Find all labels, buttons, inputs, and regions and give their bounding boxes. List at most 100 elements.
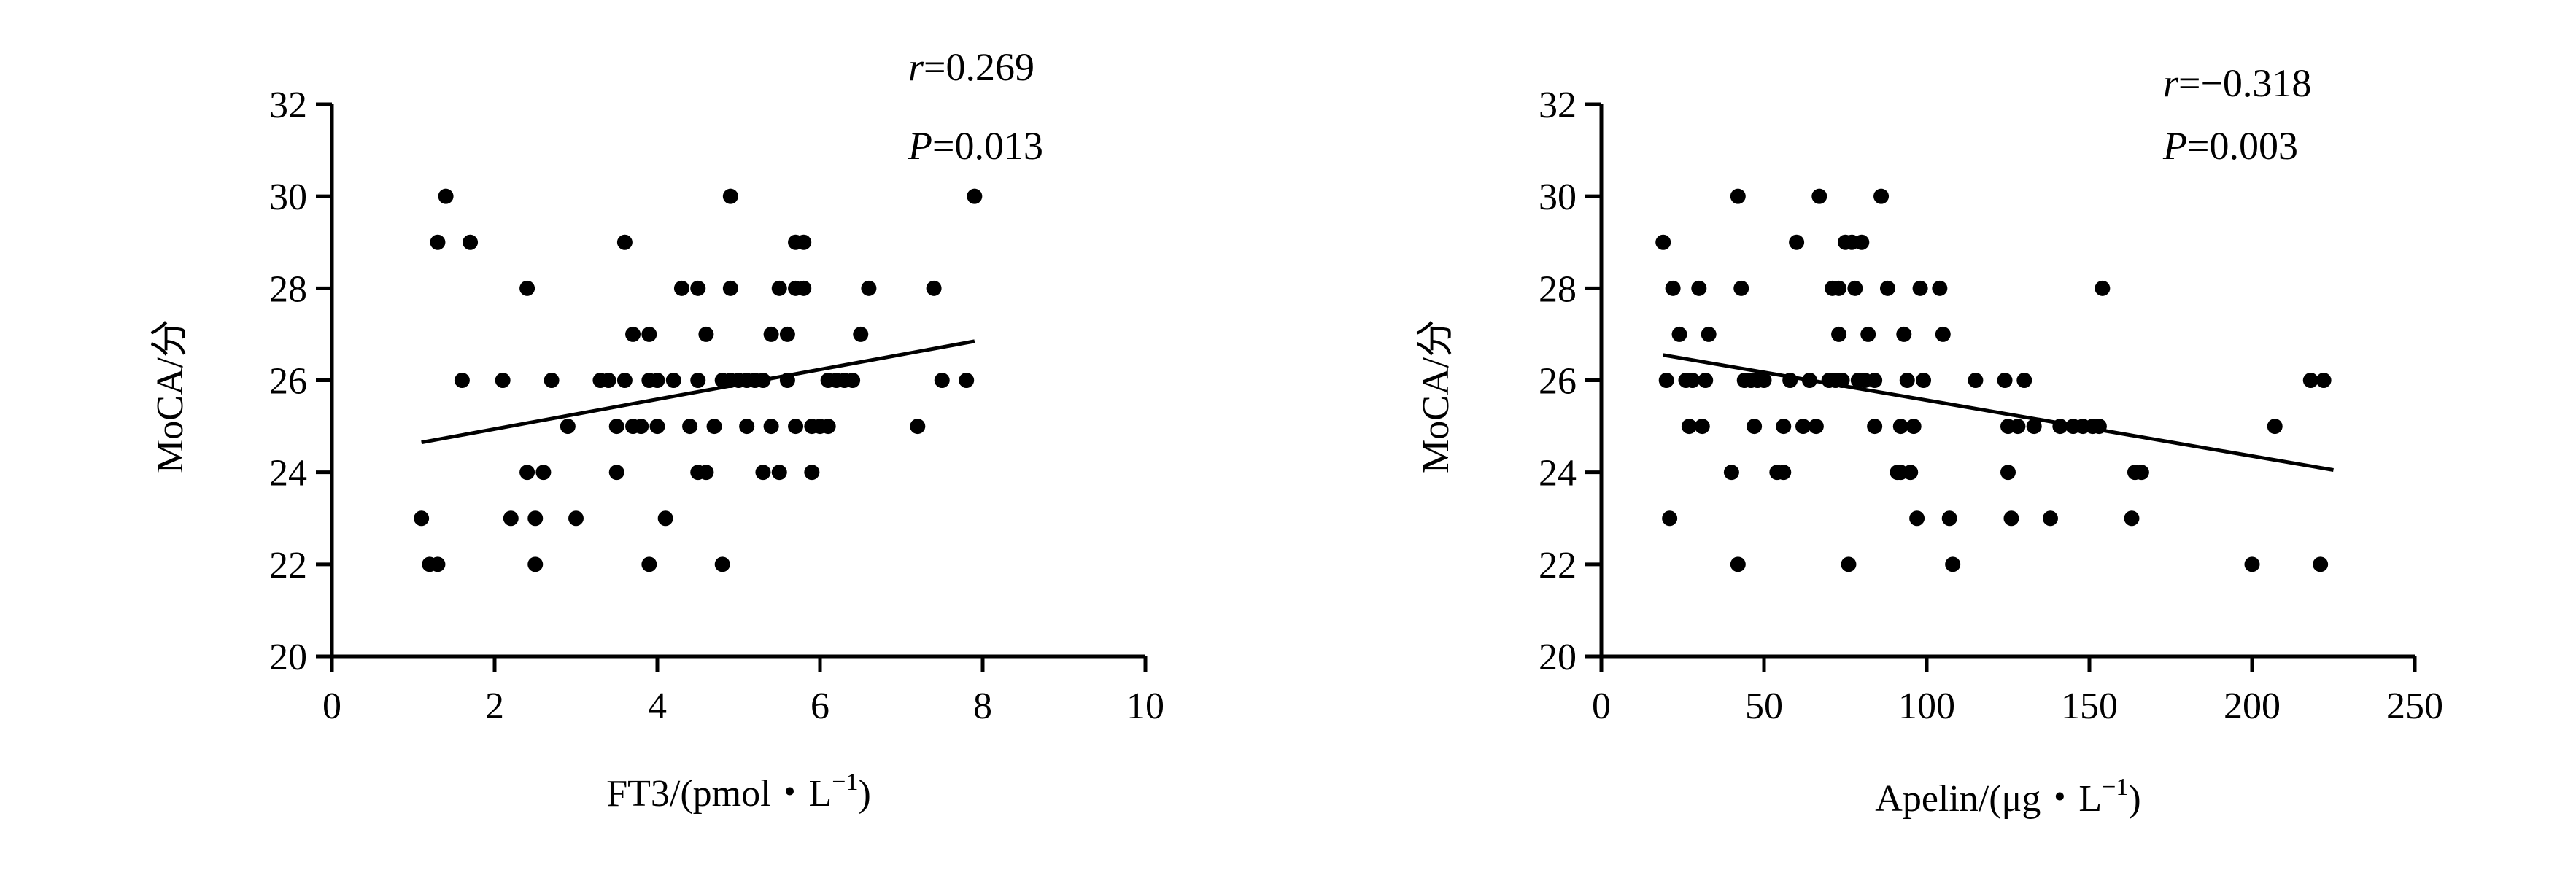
- y-tick-label: 28: [269, 268, 307, 310]
- scatter-point: [698, 326, 714, 342]
- scatter-point: [1658, 373, 1674, 388]
- p-annotation: P=0.013: [908, 124, 1043, 168]
- scatter-point: [706, 419, 722, 435]
- x-tick-label: 0: [322, 685, 341, 727]
- x-tick-label: 10: [1126, 685, 1164, 727]
- trend-line: [1663, 353, 2334, 472]
- x-tick-label: 250: [2386, 685, 2443, 727]
- scatter-point: [1694, 419, 1710, 435]
- scatter-point: [665, 373, 681, 388]
- p-annotation: P=0.003: [2162, 124, 2298, 168]
- y-tick-label: 20: [1539, 637, 1577, 678]
- scatter-point: [1730, 556, 1746, 572]
- scatter-point: [853, 326, 869, 342]
- scatter-point: [535, 465, 552, 481]
- scatter-point: [568, 510, 584, 527]
- scatter-point: [625, 326, 641, 342]
- scatter-point: [682, 419, 698, 435]
- scatter-point: [967, 188, 983, 204]
- scatter-point: [714, 556, 730, 572]
- scatter-point: [527, 556, 544, 572]
- scatter-point: [527, 510, 544, 527]
- y-tick-label: 24: [1539, 453, 1577, 494]
- scatter-point: [1968, 373, 1984, 388]
- y-tick-label: 26: [1539, 361, 1577, 403]
- y-tick-label: 24: [269, 453, 307, 494]
- trend-line: [421, 339, 975, 445]
- scatter-point: [1681, 419, 1697, 435]
- scatter-point: [1941, 510, 1957, 527]
- x-tick-label: 0: [1592, 685, 1611, 727]
- y-tick-label: 32: [269, 85, 307, 126]
- scatter-point: [503, 510, 519, 527]
- scatter-point: [1896, 326, 1912, 342]
- scatter-point: [1867, 419, 1883, 435]
- scatter-point: [2003, 510, 2019, 527]
- scatter-point: [1909, 510, 1925, 527]
- scatter-point: [1662, 510, 1678, 527]
- scatter-point: [763, 419, 779, 435]
- scatter-point: [649, 419, 665, 435]
- scatter-point: [1841, 556, 1857, 572]
- scatter-point: [1873, 188, 1890, 204]
- scatter-point: [1831, 280, 1847, 296]
- scatter-point: [1665, 280, 1681, 296]
- scatter-point: [1899, 373, 1915, 388]
- y-axis-label: MoCA/分: [1415, 319, 1457, 473]
- scatter-point: [1912, 280, 1928, 296]
- scatter-point: [1831, 326, 1847, 342]
- scatter-point: [495, 373, 511, 388]
- scatter-point: [2244, 556, 2260, 572]
- scatter-point: [1698, 373, 1714, 388]
- x-tick-label: 4: [648, 685, 667, 727]
- scatter-chart-apelin: 20 22 24 26 28 30 32 0 50 100 150 200 250 Apelin/(μg・…: [1415, 61, 2443, 820]
- scatter-point: [1808, 419, 1824, 435]
- x-axis-label: FT3/(pmol・L−1): [606, 769, 871, 815]
- scatter-point: [2267, 419, 2283, 435]
- scatter-point: [2042, 510, 2058, 527]
- scatter-point: [755, 465, 771, 481]
- scatter-point: [2095, 280, 2111, 296]
- scatter-point: [926, 280, 942, 296]
- scatter-point: [1733, 280, 1749, 296]
- scatter-point: [690, 373, 706, 388]
- scatter-point: [934, 373, 950, 388]
- scatter-point: [1932, 280, 1948, 296]
- scatter-point: [616, 373, 633, 388]
- scatter-point: [1747, 419, 1763, 435]
- scatter-point: [1847, 280, 1863, 296]
- scatter-point: [698, 465, 714, 481]
- scatter-point: [2016, 373, 2032, 388]
- scatter-point: [779, 326, 795, 342]
- scatter-point: [1776, 419, 1792, 435]
- scatter-point: [1655, 234, 1671, 250]
- scatter-point: [430, 556, 446, 572]
- scatter-point: [560, 419, 576, 435]
- scatter-point: [2316, 373, 2332, 388]
- scatter-point: [1782, 373, 1798, 388]
- scatter-point: [430, 234, 446, 250]
- scatter-point: [2010, 419, 2026, 435]
- scatter-point: [657, 510, 673, 527]
- scatter-point: [438, 188, 454, 204]
- scatter-point: [722, 188, 738, 204]
- scatter-point: [1997, 373, 2013, 388]
- scatter-point: [1860, 326, 1876, 342]
- scatter-point: [673, 280, 689, 296]
- y-tick-label: 26: [269, 361, 307, 403]
- scatter-point: [820, 419, 836, 435]
- scatter-point: [1906, 419, 1922, 435]
- scatter-point: [641, 326, 657, 342]
- scatter-point: [608, 419, 624, 435]
- scatter-point: [1789, 234, 1805, 250]
- scatter-point: [910, 419, 926, 435]
- scatter-point: [463, 234, 479, 250]
- scatter-point: [2091, 419, 2107, 435]
- scatter-point: [1945, 556, 1961, 572]
- scatter-point: [2026, 419, 2042, 435]
- scatter-point: [755, 373, 771, 388]
- scatter-point: [771, 280, 787, 296]
- scatter-point: [414, 510, 430, 527]
- y-tick-label: 30: [1539, 176, 1577, 218]
- scatter-point: [649, 373, 665, 388]
